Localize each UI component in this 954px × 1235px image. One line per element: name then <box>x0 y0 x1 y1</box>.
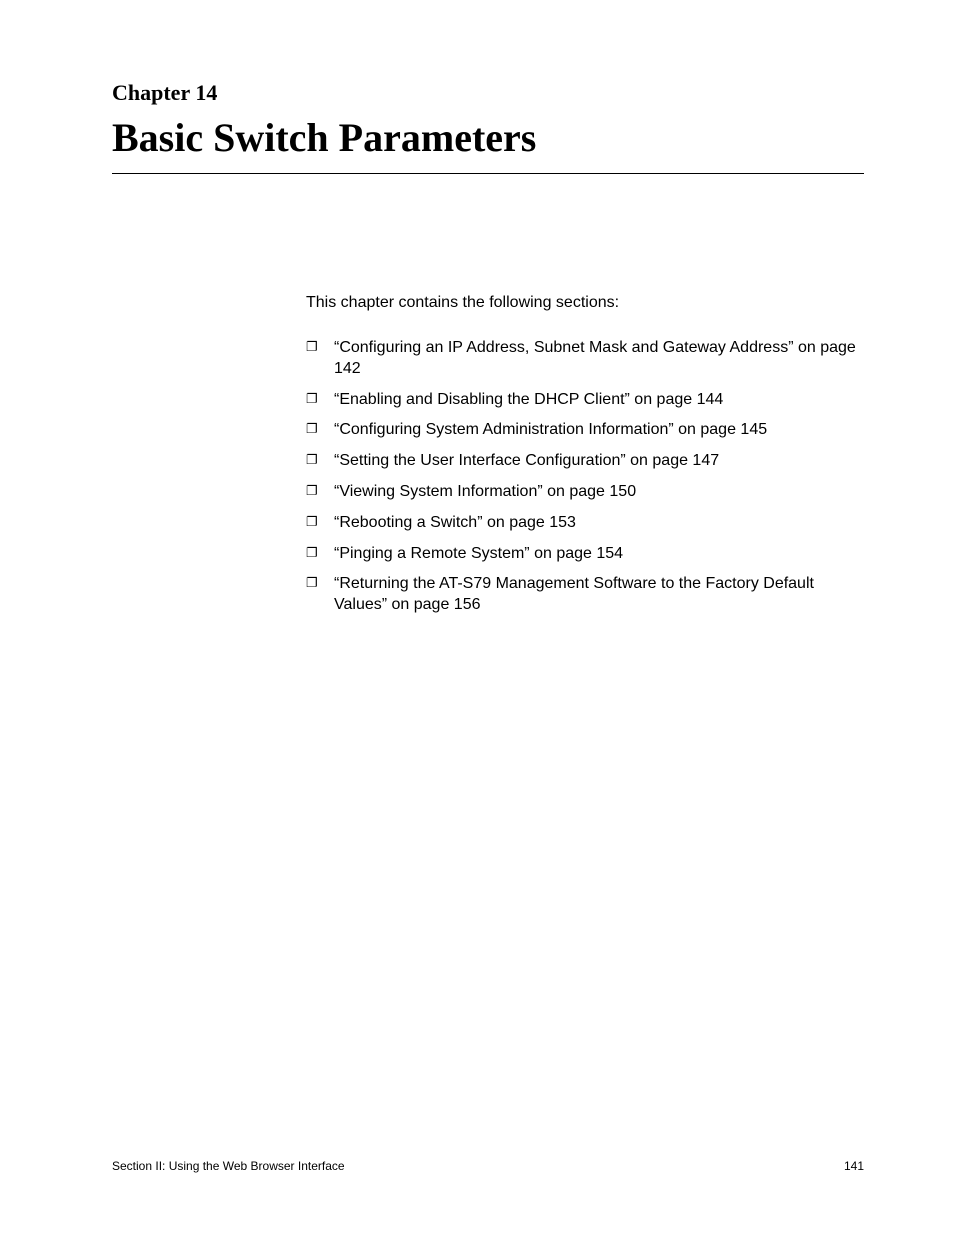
bullet-icon: ❐ <box>306 514 318 531</box>
bullet-icon: ❐ <box>306 452 318 469</box>
list-item-text: “Viewing System Information” on page 150 <box>334 483 636 500</box>
list-item: ❐ “Rebooting a Switch” on page 153 <box>306 513 864 534</box>
list-item: ❐ “Viewing System Information” on page 15… <box>306 482 864 503</box>
intro-text: This chapter contains the following sect… <box>306 294 864 312</box>
list-item-text: “Configuring an IP Address, Subnet Mask … <box>334 339 856 377</box>
bullet-icon: ❐ <box>306 575 318 592</box>
list-item-text: “Configuring System Administration Infor… <box>334 421 767 438</box>
list-item: ❐ “Returning the AT-S79 Management Softwa… <box>306 574 864 616</box>
body-content: This chapter contains the following sect… <box>306 294 864 616</box>
bullet-icon: ❐ <box>306 339 318 356</box>
bullet-icon: ❐ <box>306 421 318 438</box>
bullet-icon: ❐ <box>306 391 318 408</box>
list-item: ❐ “Enabling and Disabling the DHCP Client… <box>306 390 864 411</box>
list-item-text: “Setting the User Interface Configuratio… <box>334 452 719 469</box>
document-page: Chapter 14 Basic Switch Parameters This … <box>0 0 954 616</box>
footer-section-label: Section II: Using the Web Browser Interf… <box>112 1159 345 1173</box>
list-item-text: “Rebooting a Switch” on page 153 <box>334 514 576 531</box>
list-item-text: “Enabling and Disabling the DHCP Client”… <box>334 391 723 408</box>
chapter-title: Basic Switch Parameters <box>112 114 864 174</box>
footer-page-number: 141 <box>844 1159 864 1173</box>
section-list: ❐ “Configuring an IP Address, Subnet Mask… <box>306 338 864 616</box>
list-item: ❐ “Setting the User Interface Configurati… <box>306 451 864 472</box>
bullet-icon: ❐ <box>306 545 318 562</box>
chapter-label: Chapter 14 <box>112 80 864 106</box>
list-item: ❐ “Pinging a Remote System” on page 154 <box>306 544 864 565</box>
list-item: ❐ “Configuring an IP Address, Subnet Mask… <box>306 338 864 380</box>
bullet-icon: ❐ <box>306 483 318 500</box>
list-item-text: “Pinging a Remote System” on page 154 <box>334 545 623 562</box>
list-item: ❐ “Configuring System Administration Info… <box>306 420 864 441</box>
page-footer: Section II: Using the Web Browser Interf… <box>112 1159 864 1173</box>
list-item-text: “Returning the AT-S79 Management Softwar… <box>334 575 814 613</box>
